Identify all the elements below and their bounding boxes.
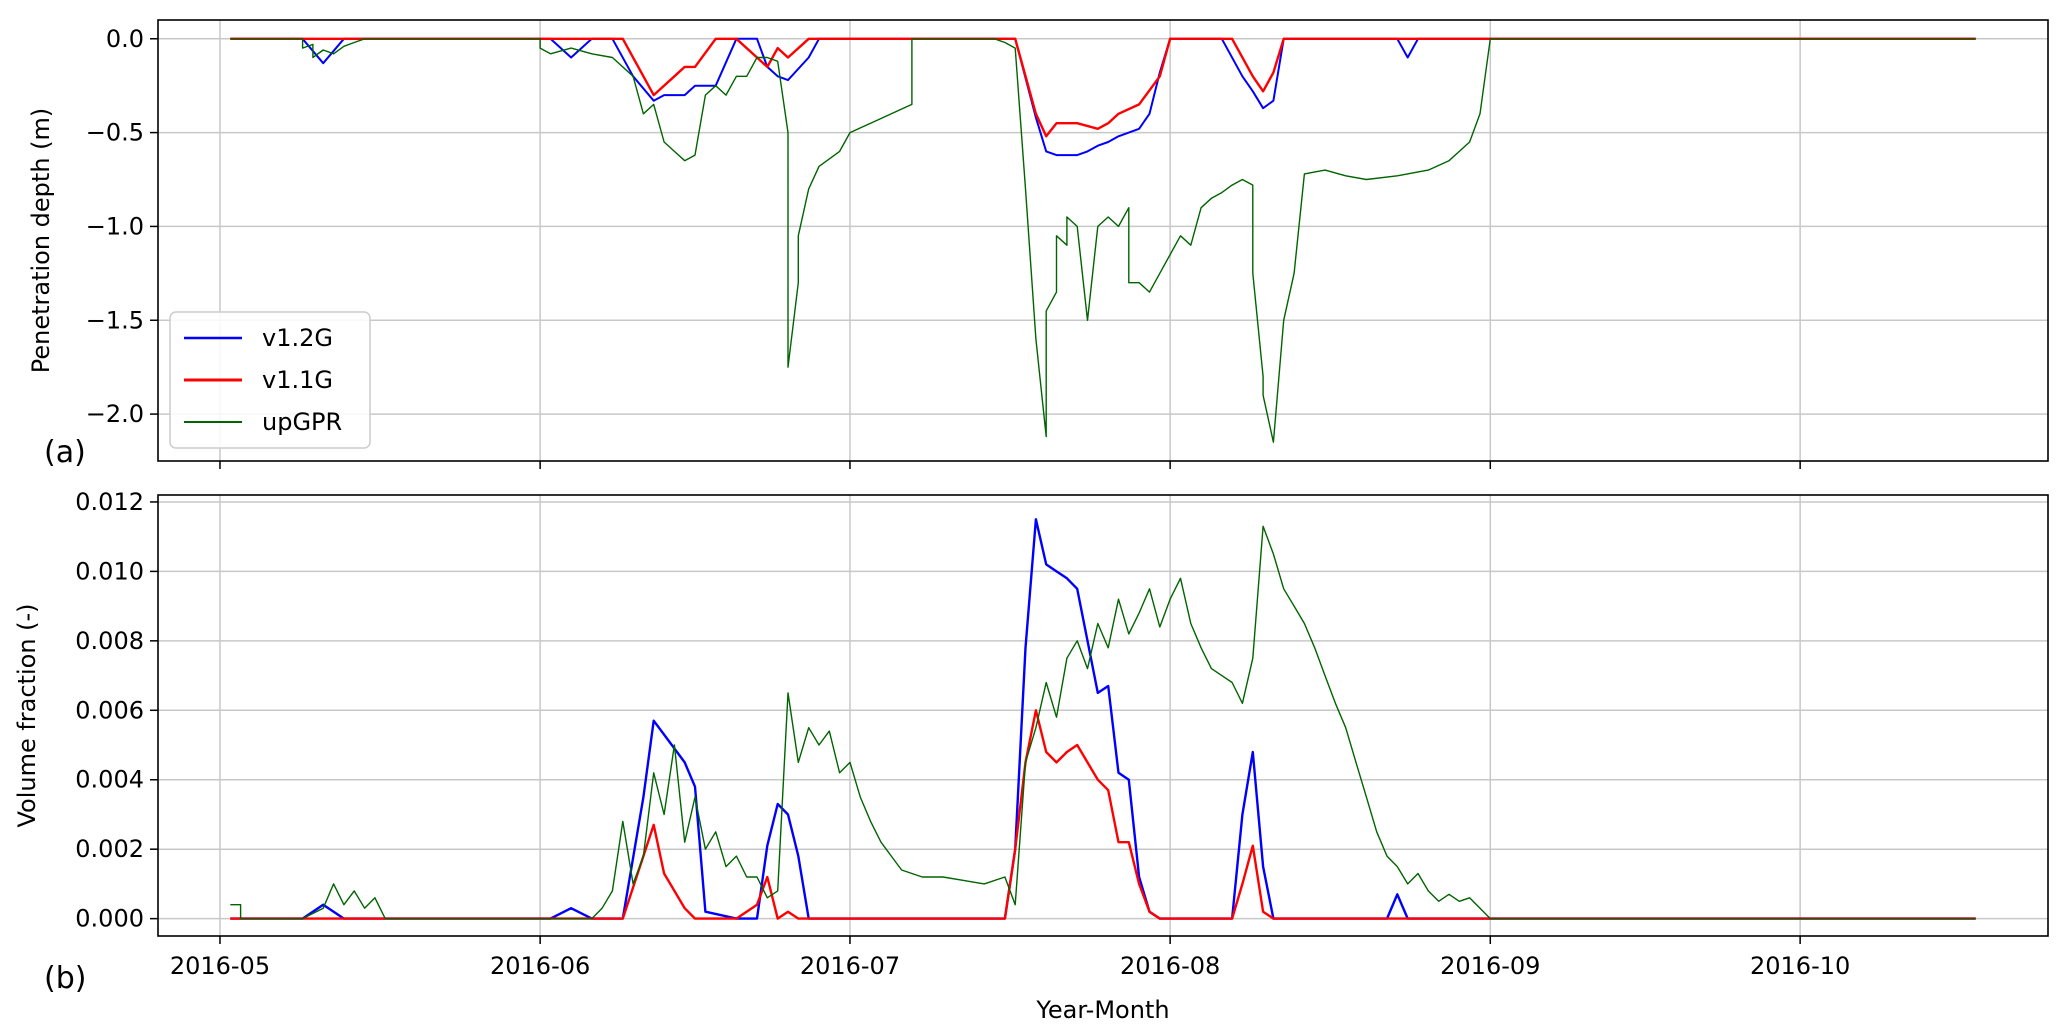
panel-a-ticks: 0.0 −0.5 −1.0 −1.5 −2.0 — [86, 25, 1801, 469]
panel-b-y-tick-label: 0.008 — [75, 627, 144, 655]
panel-b-series — [230, 518, 1976, 920]
panel-b-y-tick-label: 0.002 — [75, 835, 144, 863]
legend-label: v1.2G — [262, 324, 333, 352]
legend-label: v1.1G — [262, 366, 333, 394]
panel-a-label: (a) — [44, 435, 86, 470]
panel-a-series-v1-2g — [230, 37, 1976, 157]
panel-b-y-tick-label: 0.006 — [75, 696, 144, 724]
panel-b-frame — [157, 494, 2049, 937]
panel-b-series-v1-2g — [230, 518, 1976, 920]
x-tick-label: 2016-09 — [1440, 952, 1540, 980]
panel-a-series-upgpr — [230, 38, 1976, 443]
panel-a-series-v1-1g — [230, 37, 1976, 138]
panel-b-y-tick-label: 0.000 — [75, 905, 144, 933]
panel-b-y-tick-label: 0.004 — [75, 766, 144, 794]
panel-a-frame — [157, 19, 2049, 462]
x-tick-label: 2016-10 — [1750, 952, 1850, 980]
panel-b-y-axis-label: Volume fraction (-) — [13, 603, 41, 827]
panel-b-y-tick-label: 0.010 — [75, 557, 144, 585]
legend-label: upGPR — [262, 408, 342, 436]
panel-a-y-tick-label: −0.5 — [86, 119, 144, 147]
legend-box — [169, 311, 371, 449]
panel-b-grid — [158, 495, 2048, 936]
panel-b-series-upgpr — [230, 525, 1976, 920]
panel-b-volume-fraction: 2016-05 2016-06 2016-07 2016-08 2016-09 2016-… — [13, 488, 2049, 996]
x-tick-label: 2016-06 — [490, 952, 590, 980]
x-tick-label: 2016-08 — [1120, 952, 1220, 980]
panel-a-y-tick-label: −2.0 — [86, 400, 144, 428]
x-axis-label: Year-Month — [1035, 996, 1169, 1024]
panel-a-series — [230, 37, 1976, 443]
panel-b-label: (b) — [44, 961, 86, 996]
panel-b-ticks: 2016-05 2016-06 2016-07 2016-08 2016-09 2016-… — [75, 488, 1850, 980]
panel-b-y-tick-label: 0.012 — [75, 488, 144, 516]
panel-a-y-axis-label: Penetration depth (m) — [27, 108, 55, 374]
panel-b-series-v1-1g — [230, 709, 1976, 920]
panel-a-y-tick-label: −1.0 — [86, 212, 144, 240]
panel-a-y-tick-label: 0.0 — [106, 25, 144, 53]
panel-a-legend: v1.2G v1.1G upGPR — [169, 311, 371, 449]
panel-a-penetration-depth: 0.0 −0.5 −1.0 −1.5 −2.0 Penetration depth (m… — [27, 19, 2049, 470]
panel-a-y-tick-label: −1.5 — [86, 306, 144, 334]
x-tick-label: 2016-07 — [800, 952, 900, 980]
x-tick-label: 2016-05 — [170, 952, 270, 980]
